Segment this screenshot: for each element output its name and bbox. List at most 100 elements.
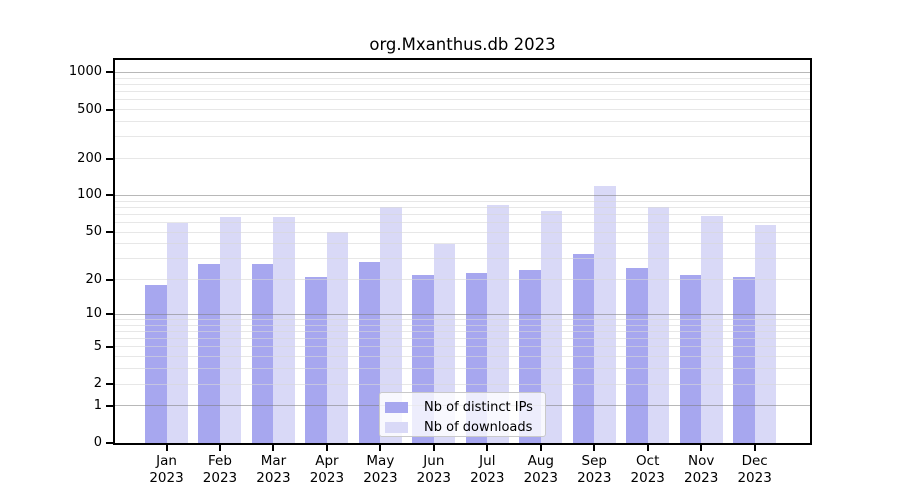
gridline-minor	[115, 279, 810, 281]
gridline-minor	[115, 206, 810, 208]
gridline-minor	[115, 324, 810, 326]
y-tick-label: 1	[93, 397, 102, 413]
bar-distinct-ips	[679, 274, 702, 443]
x-tick-mark	[218, 445, 221, 451]
y-tick-label: 20	[85, 271, 102, 287]
y-tick-mark	[106, 442, 113, 444]
gridline-minor	[115, 346, 810, 348]
gridline-major	[115, 194, 810, 196]
legend-swatch-distinct-ips	[385, 401, 408, 413]
x-tick-label: May 2023	[347, 453, 413, 487]
x-tick-label-month: Jul	[479, 453, 496, 469]
y-tick-mark	[106, 108, 113, 111]
x-tick-mark	[379, 445, 382, 451]
gridline-minor	[115, 368, 810, 370]
bar-distinct-ips	[198, 264, 220, 443]
y-tick-label: 2	[93, 376, 102, 392]
y-tick-label: 0	[93, 435, 102, 450]
bar-downloads	[273, 216, 295, 443]
gridline-minor	[115, 356, 810, 358]
x-tick-label-month: Jun	[423, 453, 445, 469]
gridline-minor	[115, 383, 810, 385]
bar-distinct-ips	[251, 264, 274, 443]
gridline-minor	[115, 158, 810, 160]
plot-area	[113, 58, 812, 445]
y-tick-mark	[106, 383, 113, 386]
x-tick-label: Jul 2023	[454, 453, 520, 487]
x-tick-mark	[539, 445, 542, 451]
gridline-minor	[115, 338, 810, 340]
x-tick-label-month: Jan	[156, 453, 177, 469]
y-tick-mark	[106, 345, 113, 348]
gridline-minor	[115, 83, 810, 85]
y-tick-label: 500	[77, 101, 102, 117]
y-tick-label: 200	[77, 150, 102, 166]
x-tick-label-year: 2023	[737, 470, 772, 486]
x-tick-label: Jan 2023	[134, 453, 200, 487]
y-tick-label: 10	[85, 306, 102, 322]
legend-item-downloads: Nb of downloads	[385, 419, 537, 435]
bar-downloads	[219, 216, 242, 443]
x-tick-label-year: 2023	[523, 470, 558, 486]
gridline-minor	[115, 99, 810, 101]
x-tick-label-year: 2023	[202, 470, 238, 486]
bar-distinct-ips	[626, 268, 648, 443]
y-tick-mark	[106, 278, 113, 281]
legend: Nb of distinct IPs Nb of downloads	[379, 392, 546, 437]
y-tick-mark	[106, 194, 113, 197]
x-tick-mark	[646, 445, 649, 451]
x-tick-label: Aug 2023	[508, 453, 574, 487]
bar-downloads	[166, 222, 188, 443]
x-tick-label: Feb 2023	[187, 453, 253, 487]
x-tick-label: Oct 2023	[615, 453, 681, 487]
gridline-minor	[115, 77, 810, 79]
y-tick-label: 100	[77, 187, 102, 203]
x-tick-label-year: 2023	[416, 470, 452, 486]
x-tick-label-month: Mar	[260, 453, 287, 469]
x-tick-label-year: 2023	[684, 470, 719, 486]
x-tick-label-year: 2023	[309, 470, 345, 486]
x-tick-mark	[272, 445, 275, 451]
x-tick-mark	[753, 445, 756, 451]
bar-distinct-ips	[145, 285, 167, 443]
legend-swatch-downloads	[385, 421, 408, 433]
gridline-minor	[115, 200, 810, 202]
x-tick-label: Dec 2023	[722, 453, 788, 487]
x-tick-label-year: 2023	[470, 470, 505, 486]
x-tick-mark	[700, 445, 703, 451]
y-tick-label: 5	[93, 338, 102, 354]
x-tick-label-year: 2023	[630, 470, 665, 486]
x-tick-mark	[165, 445, 168, 451]
bar-distinct-ips	[358, 262, 381, 443]
gridline-minor	[115, 243, 810, 245]
gridline-minor	[115, 222, 810, 224]
bar-distinct-ips	[572, 253, 595, 443]
gridline-major	[115, 71, 810, 73]
legend-label-distinct-ips: Nb of distinct IPs	[424, 399, 533, 415]
y-tick-mark	[106, 404, 113, 407]
legend-label-downloads: Nb of downloads	[424, 419, 533, 435]
gridline-minor	[115, 319, 810, 320]
x-tick-label-year: 2023	[577, 470, 612, 486]
legend-item-distinct-ips: Nb of distinct IPs	[385, 399, 537, 415]
x-tick-mark	[593, 445, 596, 451]
x-tick-mark	[486, 445, 489, 451]
x-tick-label-year: 2023	[256, 470, 291, 486]
gridline-major	[115, 313, 810, 315]
bar-distinct-ips	[733, 277, 755, 443]
x-tick-label-month: Sep	[581, 453, 607, 469]
y-tick-label: 1000	[68, 64, 102, 80]
y-tick-mark	[106, 313, 113, 316]
x-tick-label-month: May	[366, 453, 395, 469]
x-tick-label-month: Dec	[741, 453, 768, 469]
x-tick-label-year: 2023	[363, 470, 398, 486]
gridline-minor	[115, 136, 810, 138]
x-tick-mark	[432, 445, 435, 451]
gridline-minor	[115, 213, 810, 215]
x-tick-label: Apr 2023	[294, 453, 360, 487]
gridline-minor	[115, 330, 810, 332]
y-tick-label: 50	[85, 224, 102, 240]
x-tick-label-month: Aug	[527, 453, 554, 469]
bar-distinct-ips	[305, 277, 327, 443]
